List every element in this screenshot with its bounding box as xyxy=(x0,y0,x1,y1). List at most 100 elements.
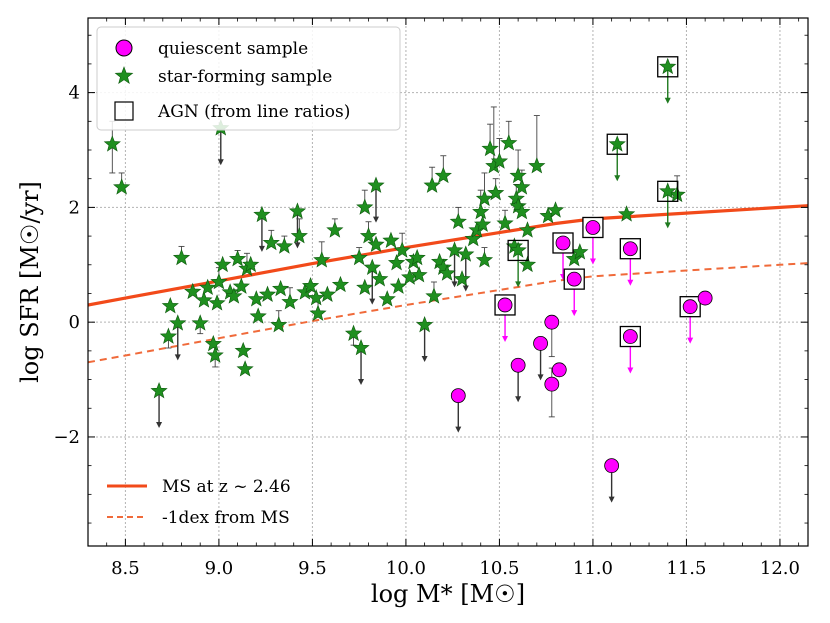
star-forming-point xyxy=(416,316,434,333)
star-forming-limit-arrowhead xyxy=(373,216,379,223)
plot-area xyxy=(88,56,808,503)
star-forming-point xyxy=(236,360,254,377)
star-forming-point xyxy=(262,233,280,251)
star-forming-point xyxy=(169,314,187,331)
legend-label-agn: AGN (from line ratios) xyxy=(157,102,350,122)
star-forming-point xyxy=(301,276,320,294)
star-forming-point xyxy=(313,251,331,268)
star-forming-point xyxy=(528,157,546,174)
quiescent-limit-arrowhead xyxy=(502,335,509,342)
star-forming-point xyxy=(229,250,247,267)
agn-square-marker xyxy=(606,133,628,155)
star-forming-point xyxy=(378,290,396,307)
star-forming-point xyxy=(210,272,228,290)
agn-square-marker xyxy=(657,56,679,78)
legend-label-quiescent: quiescent sample xyxy=(158,39,308,59)
star-forming-point xyxy=(518,221,537,238)
star-forming-point xyxy=(513,202,531,220)
star-forming-point xyxy=(438,264,456,281)
agn-square-marker xyxy=(657,180,679,202)
star-forming-point xyxy=(103,135,121,152)
quiescent-limit-arrowhead xyxy=(515,396,522,403)
star-forming-point xyxy=(487,184,505,201)
axes: 8.5 9.0 9.5 10.0 10.5 11.0 11.5 12.0 −2 0 2 4 xyxy=(53,18,808,579)
star-forming-point xyxy=(659,57,677,75)
legend-label-dex: -1dex from MS xyxy=(162,508,290,528)
star-forming-point xyxy=(350,248,368,266)
legend-label-star-forming: star-forming sample xyxy=(158,67,332,87)
star-forming-point xyxy=(275,237,293,254)
star-forming-limit-arrowhead xyxy=(515,281,522,288)
star-forming-limit-arrowhead xyxy=(358,379,365,385)
markers xyxy=(103,56,713,474)
star-forming-limit-arrowhead xyxy=(174,354,181,361)
star-forming-limit-arrowhead xyxy=(451,281,458,288)
quiescent-point xyxy=(551,362,567,378)
star-forming-limit-arrowhead xyxy=(156,422,163,429)
star-forming-point xyxy=(359,227,378,244)
quiescent-point xyxy=(544,376,560,392)
star-forming-point xyxy=(367,176,385,193)
star-forming-point xyxy=(618,205,636,222)
star-forming-point xyxy=(195,291,213,308)
star-forming-point xyxy=(659,182,677,199)
star-forming-point xyxy=(356,198,374,215)
star-forming-point xyxy=(410,266,428,283)
legend-circle-marker xyxy=(115,39,133,57)
quiescent-limit-arrowhead xyxy=(627,367,634,374)
star-forming-point xyxy=(249,307,267,324)
star-forming-point xyxy=(234,341,252,359)
star-forming-point xyxy=(199,278,217,296)
star-forming-point xyxy=(214,255,232,273)
star-forming-point xyxy=(363,258,381,275)
legend-top-box xyxy=(96,26,401,131)
star-forming-point xyxy=(475,189,494,207)
star-forming-limit-arrowhead xyxy=(614,175,621,182)
star-forming-point xyxy=(393,241,411,258)
star-forming-point xyxy=(401,268,419,285)
star-forming-point xyxy=(208,294,226,311)
quiescent-point xyxy=(604,458,620,474)
star-forming-point xyxy=(464,229,482,247)
star-forming-point xyxy=(367,235,385,253)
x-tick-label: 10.5 xyxy=(479,558,519,579)
x-tick-label: 9.5 xyxy=(298,558,327,579)
star-forming-point xyxy=(449,212,467,230)
star-forming-limit-arrowhead xyxy=(421,356,428,363)
star-forming-point xyxy=(571,243,589,260)
star-forming-point xyxy=(344,324,363,341)
quiescent-limit-arrowhead xyxy=(627,279,634,286)
star-forming-point xyxy=(472,202,490,220)
star-forming-point xyxy=(150,382,168,399)
star-forming-point xyxy=(281,293,299,310)
star-forming-point xyxy=(270,316,288,333)
legend-label-ms: MS at z ~ 2.46 xyxy=(162,477,291,497)
quiescent-point xyxy=(544,314,560,330)
quiescent-point xyxy=(533,336,548,351)
star-forming-point xyxy=(481,139,499,157)
star-forming-point xyxy=(184,282,202,300)
star-forming-limit-arrowhead xyxy=(462,285,469,292)
star-forming-point xyxy=(434,166,452,184)
star-forming-point xyxy=(288,202,307,219)
star-forming-point xyxy=(191,314,209,331)
star-forming-point xyxy=(513,178,531,195)
star-forming-point xyxy=(258,285,277,302)
star-forming-point xyxy=(423,176,441,193)
quiescent-point xyxy=(585,220,601,235)
star-forming-point xyxy=(253,205,271,223)
star-forming-point xyxy=(272,279,290,297)
x-tick-label: 12.0 xyxy=(760,558,800,579)
x-tick-label: 11.5 xyxy=(666,558,706,579)
legend-top: quiescent sample star-forming sample AGN… xyxy=(96,26,401,131)
star-forming-point xyxy=(331,275,350,293)
y-axis-label: log SFR [M☉/yr] xyxy=(16,181,44,383)
star-forming-point xyxy=(457,245,475,262)
star-forming-point xyxy=(242,255,260,273)
star-forming-point xyxy=(326,221,344,238)
star-forming-point xyxy=(496,214,514,231)
star-forming-point xyxy=(352,338,370,356)
y-tick-label: 2 xyxy=(69,197,80,218)
minus-one-dex-line xyxy=(88,262,808,364)
